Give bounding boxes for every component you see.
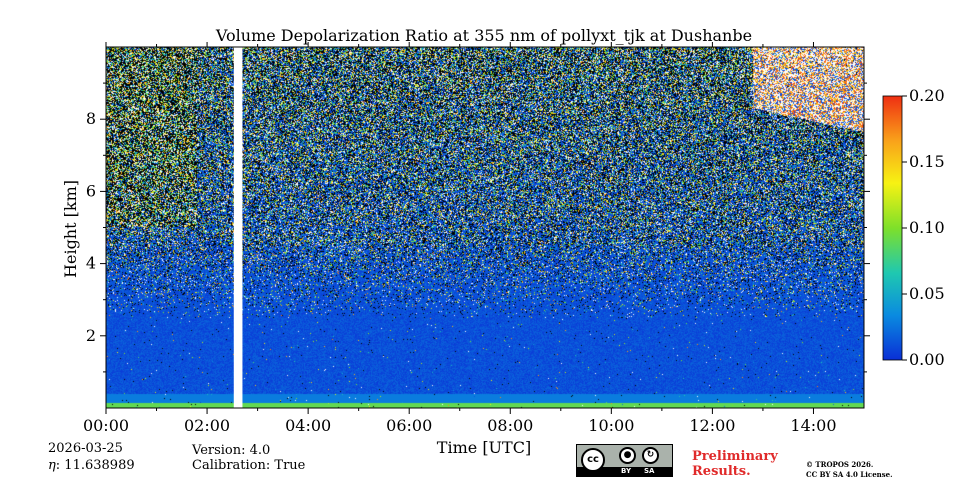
colorbar-tick-label: 0.20 <box>909 86 945 105</box>
cc-license-badge: cc ● ↻ BY SA <box>576 444 673 477</box>
x-tick-label: 12:00 <box>689 416 735 435</box>
colorbar-tick-label: 0.00 <box>909 350 945 369</box>
x-tick-label: 06:00 <box>386 416 432 435</box>
info-eta: η: 11.638989 <box>48 458 135 473</box>
copyright-line1: © TROPOS 2026. <box>806 460 874 469</box>
y-tick-label: 6 <box>86 181 96 200</box>
x-axis-label: Time [UTC] <box>437 438 531 457</box>
axes: 00:00 02:00 04:00 06:00 08:00 10:00 12:00 14:00… <box>83 42 870 435</box>
x-tick-label: 10:00 <box>588 416 634 435</box>
y-tick-label: 8 <box>86 109 96 128</box>
info-version: Version: 4.0 <box>192 443 271 458</box>
copyright-line2: CC BY SA 4.0 License. <box>806 470 893 479</box>
colorbar: 0.00 0.05 0.10 0.15 0.20 <box>882 86 945 369</box>
eta-value: : 11.638989 <box>55 458 135 473</box>
x-tick-label: 04:00 <box>285 416 331 435</box>
heatmap-image <box>106 47 864 408</box>
eta-symbol: η <box>48 458 56 473</box>
y-tick-label: 2 <box>86 326 96 345</box>
cc-sa-label: SA <box>644 467 655 475</box>
by-person-icon: ● <box>619 447 636 464</box>
info-calibration: Calibration: True <box>192 458 306 473</box>
y-tick-label: 4 <box>86 254 96 273</box>
heatmap-area <box>106 47 864 408</box>
cc-logo-icon: cc <box>581 448 605 472</box>
no-data-gap-0 <box>233 47 243 408</box>
info-date: 2026-03-25 <box>48 441 123 456</box>
x-tick-label: 00:00 <box>83 416 129 435</box>
chart-title: Volume Depolarization Ratio at 355 nm of… <box>215 26 752 45</box>
sa-share-icon: ↻ <box>642 447 659 464</box>
preliminary-line1: Preliminary <box>692 449 778 464</box>
colorbar-tick-label: 0.15 <box>909 152 945 171</box>
colorbar-tick-label: 0.05 <box>909 284 945 303</box>
x-tick-label: 08:00 <box>487 416 533 435</box>
preliminary-notice: Preliminary Results. <box>692 449 778 479</box>
copyright-notice: © TROPOS 2026. CC BY SA 4.0 License. <box>806 460 893 480</box>
colorbar-tick-label: 0.10 <box>909 218 945 237</box>
cc-by-label: BY <box>621 467 632 475</box>
x-tick-label: 02:00 <box>184 416 230 435</box>
cc-band <box>577 467 672 476</box>
y-axis-label: Height [km] <box>61 180 80 278</box>
colorbar-gradient <box>882 95 903 361</box>
preliminary-line2: Results. <box>692 464 751 479</box>
x-tick-label: 14:00 <box>790 416 836 435</box>
